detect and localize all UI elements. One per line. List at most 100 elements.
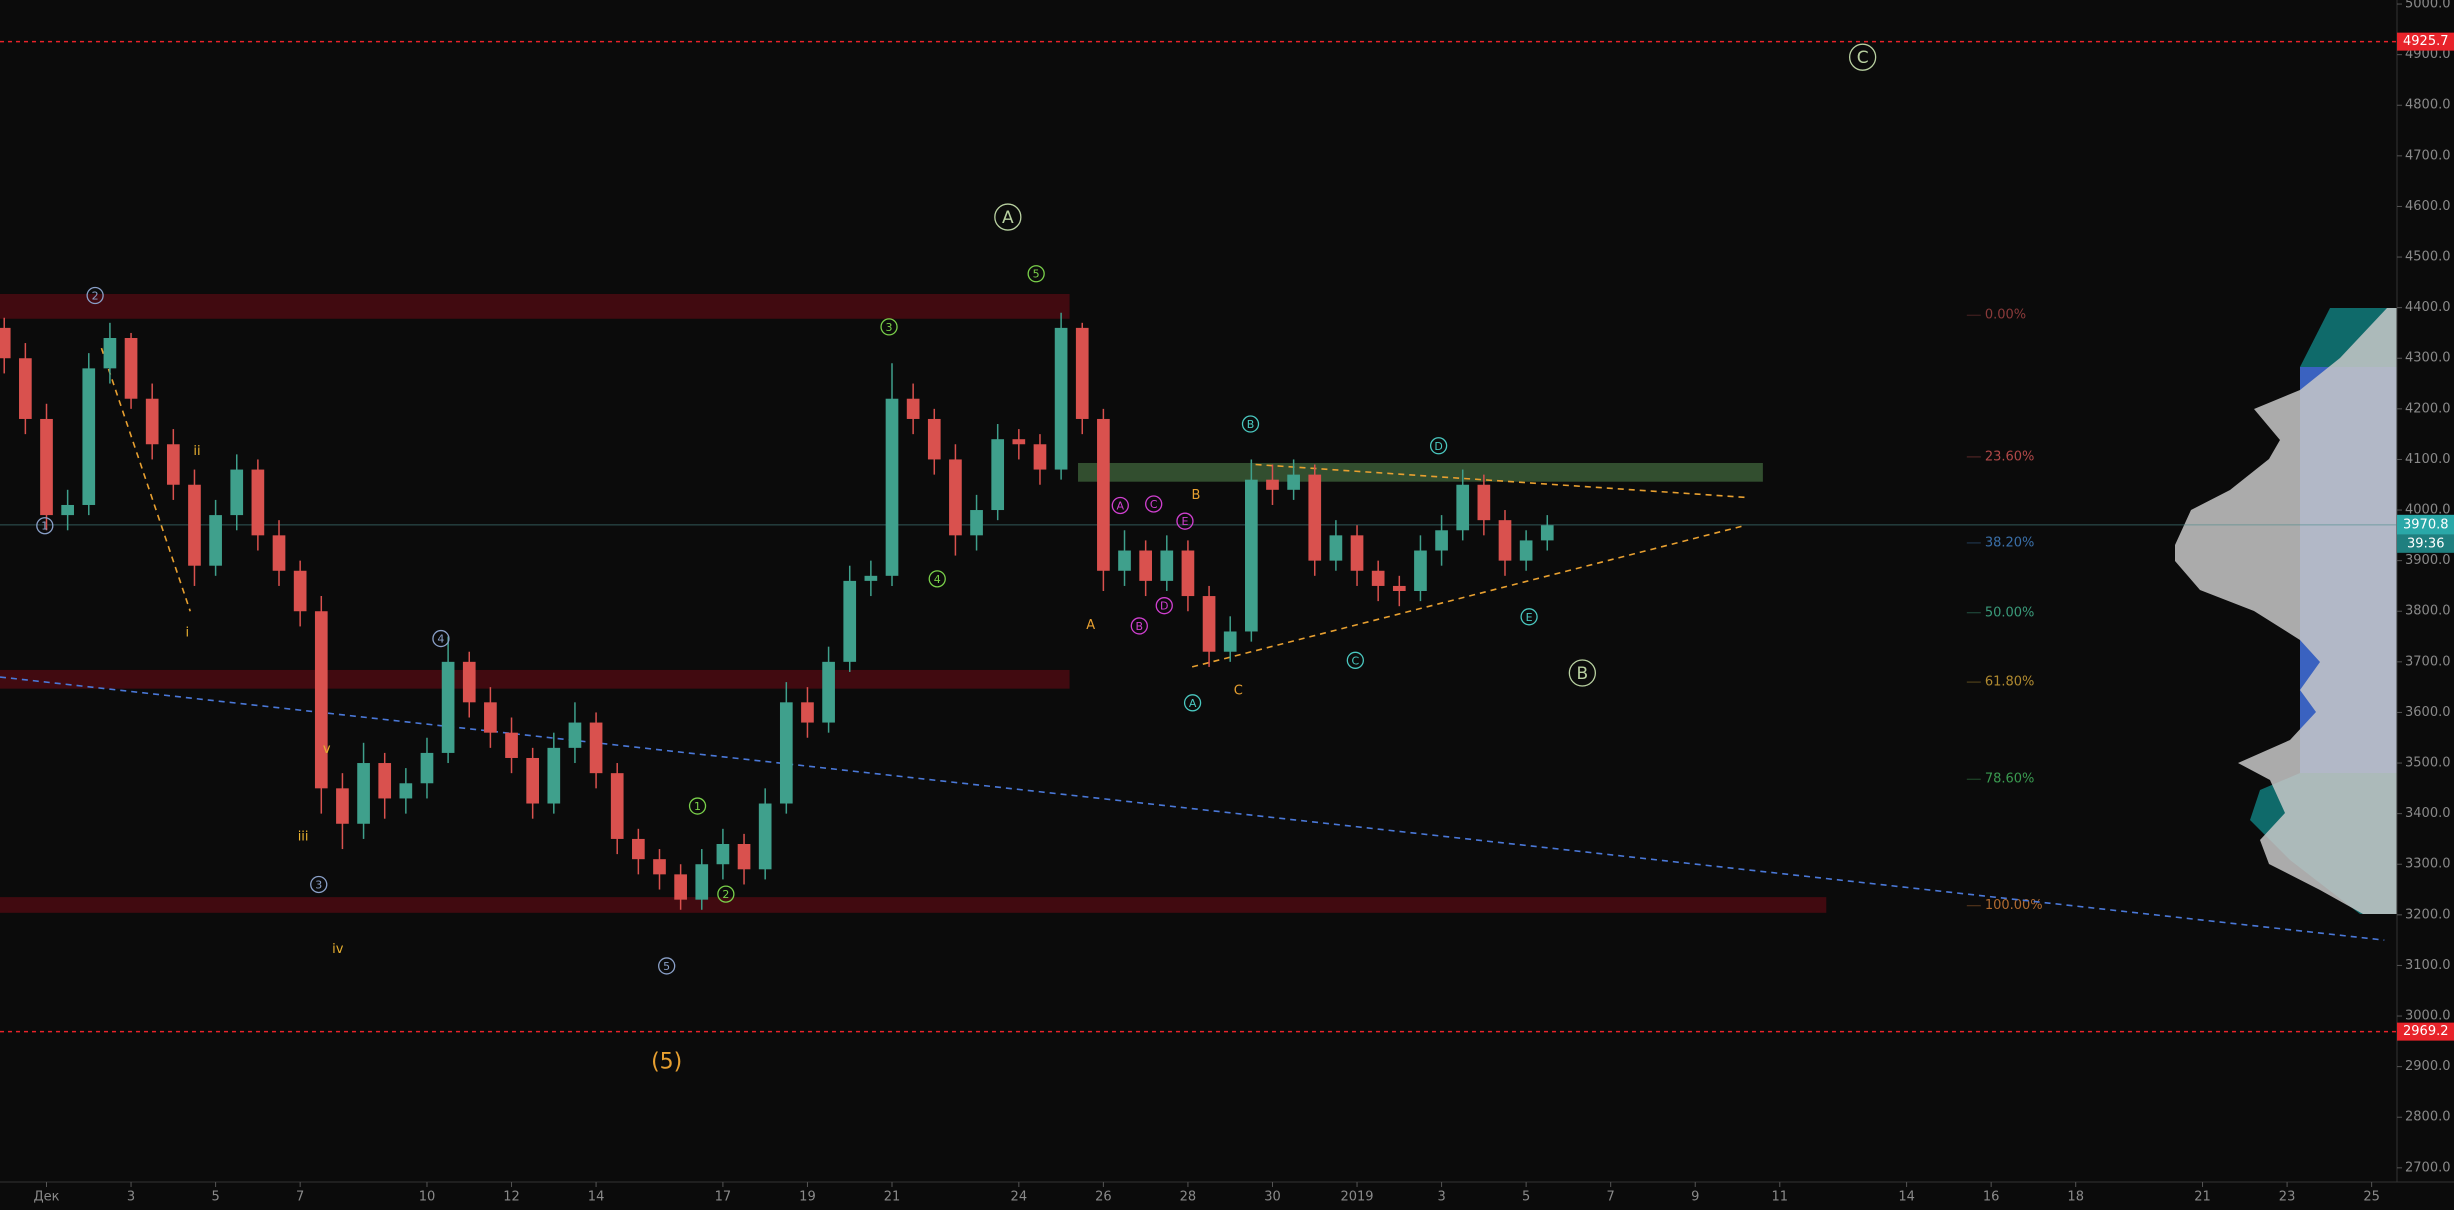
candle-body	[1075, 327, 1089, 419]
zone	[0, 293, 1070, 319]
wave-label: 3	[315, 878, 322, 891]
fib-label: 61.80%	[1985, 675, 2035, 690]
x-tick-label: Дек	[33, 1190, 59, 1205]
wave-circle	[1429, 437, 1448, 455]
timer-tag	[2397, 534, 2454, 553]
candle-body	[1456, 484, 1470, 531]
trend-line	[0, 676, 2385, 941]
y-tick-label: 4800.0	[2405, 98, 2451, 113]
level-label: 2969.2	[2403, 1024, 2449, 1039]
candle-body	[188, 484, 201, 566]
y-tick-label: 4900.0	[2405, 47, 2451, 62]
wave-label: A	[1002, 208, 1014, 228]
wave-label: E	[1526, 611, 1533, 624]
candle-body	[399, 783, 413, 799]
wave-label: A	[1189, 697, 1197, 710]
x-tick-label: 28	[1180, 1190, 1197, 1205]
wave-label: B	[1247, 418, 1255, 431]
wave-circle	[658, 957, 676, 975]
y-tick-label: 3200.0	[2405, 907, 2451, 922]
candle-body	[526, 757, 540, 804]
candle-body	[1223, 631, 1237, 652]
drawings-back	[0, 293, 1827, 913]
y-tick-label: 4000.0	[2405, 503, 2451, 518]
wave-circle	[1176, 512, 1194, 530]
wave-label: C	[1351, 654, 1359, 667]
x-tick-label: 21	[884, 1190, 901, 1205]
candle-body	[462, 661, 476, 703]
wave-circle	[1155, 597, 1173, 615]
candle-body	[19, 358, 32, 419]
candle-body	[801, 702, 814, 723]
wave-label: 5	[663, 960, 670, 973]
candle-body	[1477, 484, 1491, 521]
trend-line	[1191, 524, 1747, 668]
wave-label: (5)	[651, 1050, 682, 1075]
wave-label: C	[1857, 48, 1869, 68]
x-tick-label: 14	[1898, 1190, 1915, 1205]
wave-label: 2	[722, 888, 729, 901]
candle-body	[124, 338, 138, 399]
wave-label: D	[1160, 600, 1168, 613]
candle-body	[420, 752, 434, 784]
candle-body	[885, 398, 899, 576]
fib-label: 78.60%	[1985, 772, 2035, 787]
candle-body	[1498, 520, 1512, 561]
candle-body	[568, 722, 582, 748]
candle-body	[970, 510, 983, 536]
y-tick-label: 3300.0	[2405, 857, 2451, 872]
candle-body	[103, 338, 117, 369]
wave-circle	[432, 629, 450, 648]
candle-body	[1371, 570, 1385, 586]
y-tick-label: 4300.0	[2405, 351, 2451, 366]
candle-body	[61, 504, 74, 516]
wave-circle	[310, 875, 328, 894]
candle-body	[695, 864, 709, 900]
candle-body	[293, 570, 307, 612]
x-tick-label: 12	[503, 1190, 520, 1205]
x-tick-label: 5	[1522, 1190, 1530, 1205]
y-tick-label: 5000.0	[2405, 0, 2451, 12]
x-tick-label: 23	[2279, 1190, 2296, 1205]
candle-body	[272, 535, 286, 571]
candle-body	[843, 580, 857, 662]
wave-circle	[86, 286, 104, 305]
candle-body	[758, 803, 772, 870]
x-tick-label: 9	[1691, 1190, 1699, 1205]
x-tick-label: 17	[715, 1190, 732, 1205]
candle-body	[1054, 327, 1068, 470]
y-tick-label: 3900.0	[2405, 553, 2451, 568]
candle-body	[1287, 474, 1300, 490]
candle-body	[1266, 479, 1279, 490]
x-tick-label: 5	[211, 1190, 219, 1205]
x-tick-label: 30	[1264, 1190, 1281, 1205]
fib-label: 0.00%	[1985, 308, 2026, 323]
wave-circle	[36, 517, 54, 535]
candle-body	[1097, 418, 1110, 571]
fib-label: 23.60%	[1985, 449, 2035, 464]
wave-label: B	[1136, 620, 1144, 633]
level-label: 4925.7	[2403, 34, 2449, 49]
x-tick-label: 19	[799, 1190, 816, 1205]
candle-body	[1329, 535, 1343, 561]
candle-body	[1540, 525, 1554, 541]
y-tick-label: 3500.0	[2405, 756, 2451, 771]
candle-body	[779, 702, 793, 804]
candle-body	[1012, 439, 1026, 445]
candle-body	[632, 838, 645, 860]
candle-body	[949, 459, 962, 536]
x-tick-label: 7	[296, 1190, 304, 1205]
level-tag	[2397, 1022, 2454, 1041]
wave-label: 4	[437, 633, 444, 646]
y-tick-label: 2700.0	[2405, 1160, 2451, 1175]
wave-circle	[994, 203, 1022, 231]
volume-profile	[2175, 308, 2397, 914]
wave-circle	[1027, 265, 1045, 283]
candle-body	[653, 859, 666, 875]
y-tick-label: 3400.0	[2405, 806, 2451, 821]
candle-body	[1202, 596, 1216, 652]
candle-body	[1033, 444, 1047, 470]
wave-circle	[928, 570, 946, 588]
